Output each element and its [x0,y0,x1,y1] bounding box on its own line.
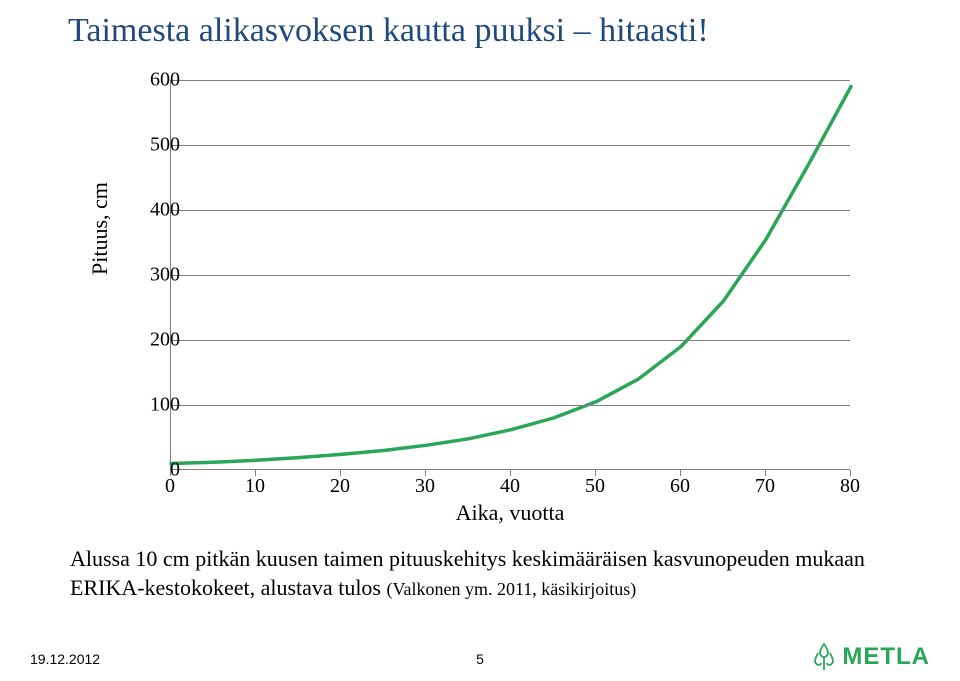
chart-caption: Alussa 10 cm pitkän kuusen taimen pituus… [70,545,890,602]
x-tick-label: 50 [585,475,605,498]
y-gridline [170,340,850,341]
y-tick-label: 500 [130,134,180,157]
y-tick-label: 600 [130,69,180,92]
y-axis-label: Pituus, cm [87,182,113,275]
growth-chart: Pituus, cm Aika, vuotta 0100200300400500… [110,80,870,510]
caption-line-2-sub: (Valkonen ym. 2011, käsikirjoitus) [387,579,637,599]
x-axis-label: Aika, vuotta [170,500,850,526]
x-tick-label: 70 [755,475,775,498]
caption-line-1: Alussa 10 cm pitkän kuusen taimen pituus… [70,546,865,571]
x-tick-label: 20 [330,475,350,498]
tree-icon [812,643,836,671]
x-tick-label: 80 [840,475,860,498]
y-gridline [170,80,850,81]
x-tick-label: 10 [245,475,265,498]
y-gridline [170,405,850,406]
footer-logo: METLA [812,643,930,671]
y-tick-label: 100 [130,394,180,417]
x-tick-label: 60 [670,475,690,498]
page-title: Taimesta alikasvoksen kautta puuksi – hi… [0,0,960,56]
caption-line-2: ERIKA-kestokokeet, alustava tulos [70,575,387,600]
logo-text: METLA [842,643,930,671]
y-gridline [170,145,850,146]
y-gridline [170,210,850,211]
x-tick-label: 30 [415,475,435,498]
x-tick-label: 40 [500,475,520,498]
y-tick-label: 400 [130,199,180,222]
x-tick-label: 0 [165,475,175,498]
y-tick-label: 200 [130,329,180,352]
y-gridline [170,275,850,276]
y-tick-label: 300 [130,264,180,287]
